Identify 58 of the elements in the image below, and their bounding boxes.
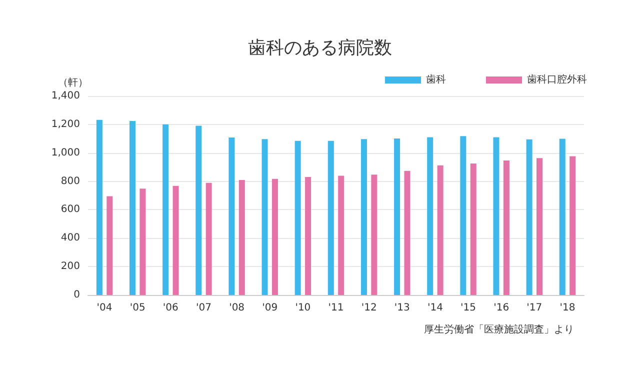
bar	[437, 165, 444, 295]
x-tick-label: '10	[295, 302, 311, 314]
bar	[493, 137, 500, 295]
bar	[294, 140, 301, 295]
y-tick-label: 0	[74, 290, 80, 300]
bar	[106, 196, 113, 295]
x-tick-label: '18	[560, 302, 576, 314]
y-axis-title: （軒）	[58, 78, 88, 88]
legend-label: 歯科口腔外科	[527, 74, 587, 86]
bar	[427, 137, 434, 295]
y-tick-label: 200	[60, 261, 80, 272]
bar	[262, 139, 268, 295]
bar	[238, 180, 245, 295]
bar	[130, 121, 136, 295]
bar	[96, 120, 102, 295]
bar	[503, 160, 510, 295]
bar	[206, 182, 212, 295]
bar	[394, 138, 400, 295]
y-tick-label: 400	[60, 232, 80, 244]
x-tick-label: '04	[96, 302, 112, 314]
x-tick-label: '07	[196, 302, 212, 314]
x-tick-label: '11	[328, 302, 344, 314]
x-tick-label: '09	[262, 302, 278, 314]
bar	[172, 186, 179, 295]
x-tick-label: '06	[162, 302, 178, 314]
y-tick-label: 1,400	[51, 90, 80, 102]
bar	[559, 138, 566, 295]
bar	[328, 140, 334, 295]
bar	[404, 170, 410, 295]
bar	[470, 164, 476, 295]
x-tick-label: '05	[130, 302, 146, 314]
bar	[570, 156, 576, 295]
y-tick-label: 800	[60, 176, 80, 187]
bar	[371, 174, 378, 295]
x-tick-label: '17	[526, 302, 542, 314]
x-tick-label: '12	[361, 302, 377, 314]
x-tick-label: '16	[494, 302, 510, 314]
bar	[140, 188, 146, 295]
bar	[228, 138, 235, 295]
bar	[536, 158, 542, 295]
text: 厚生労働省「医療施設調査」より	[424, 324, 574, 336]
bar	[526, 139, 532, 295]
y-tick-label: 1,200	[51, 118, 80, 130]
x-tick-label: '14	[427, 302, 443, 314]
bar	[305, 177, 312, 295]
legend-label: 歯科	[426, 74, 446, 86]
bar	[460, 136, 466, 295]
bar	[196, 126, 202, 295]
x-tick-label: '15	[460, 302, 476, 314]
bar	[360, 139, 367, 295]
x-tick-label: '13	[394, 302, 410, 314]
y-tick-label: 1,000	[51, 147, 80, 158]
x-tick-label: '08	[229, 302, 245, 314]
chart-title: 歯科のある病院数	[248, 38, 392, 58]
bar	[162, 124, 169, 295]
y-tick-label: 600	[60, 204, 80, 216]
bar	[338, 176, 344, 295]
bar	[272, 178, 278, 295]
